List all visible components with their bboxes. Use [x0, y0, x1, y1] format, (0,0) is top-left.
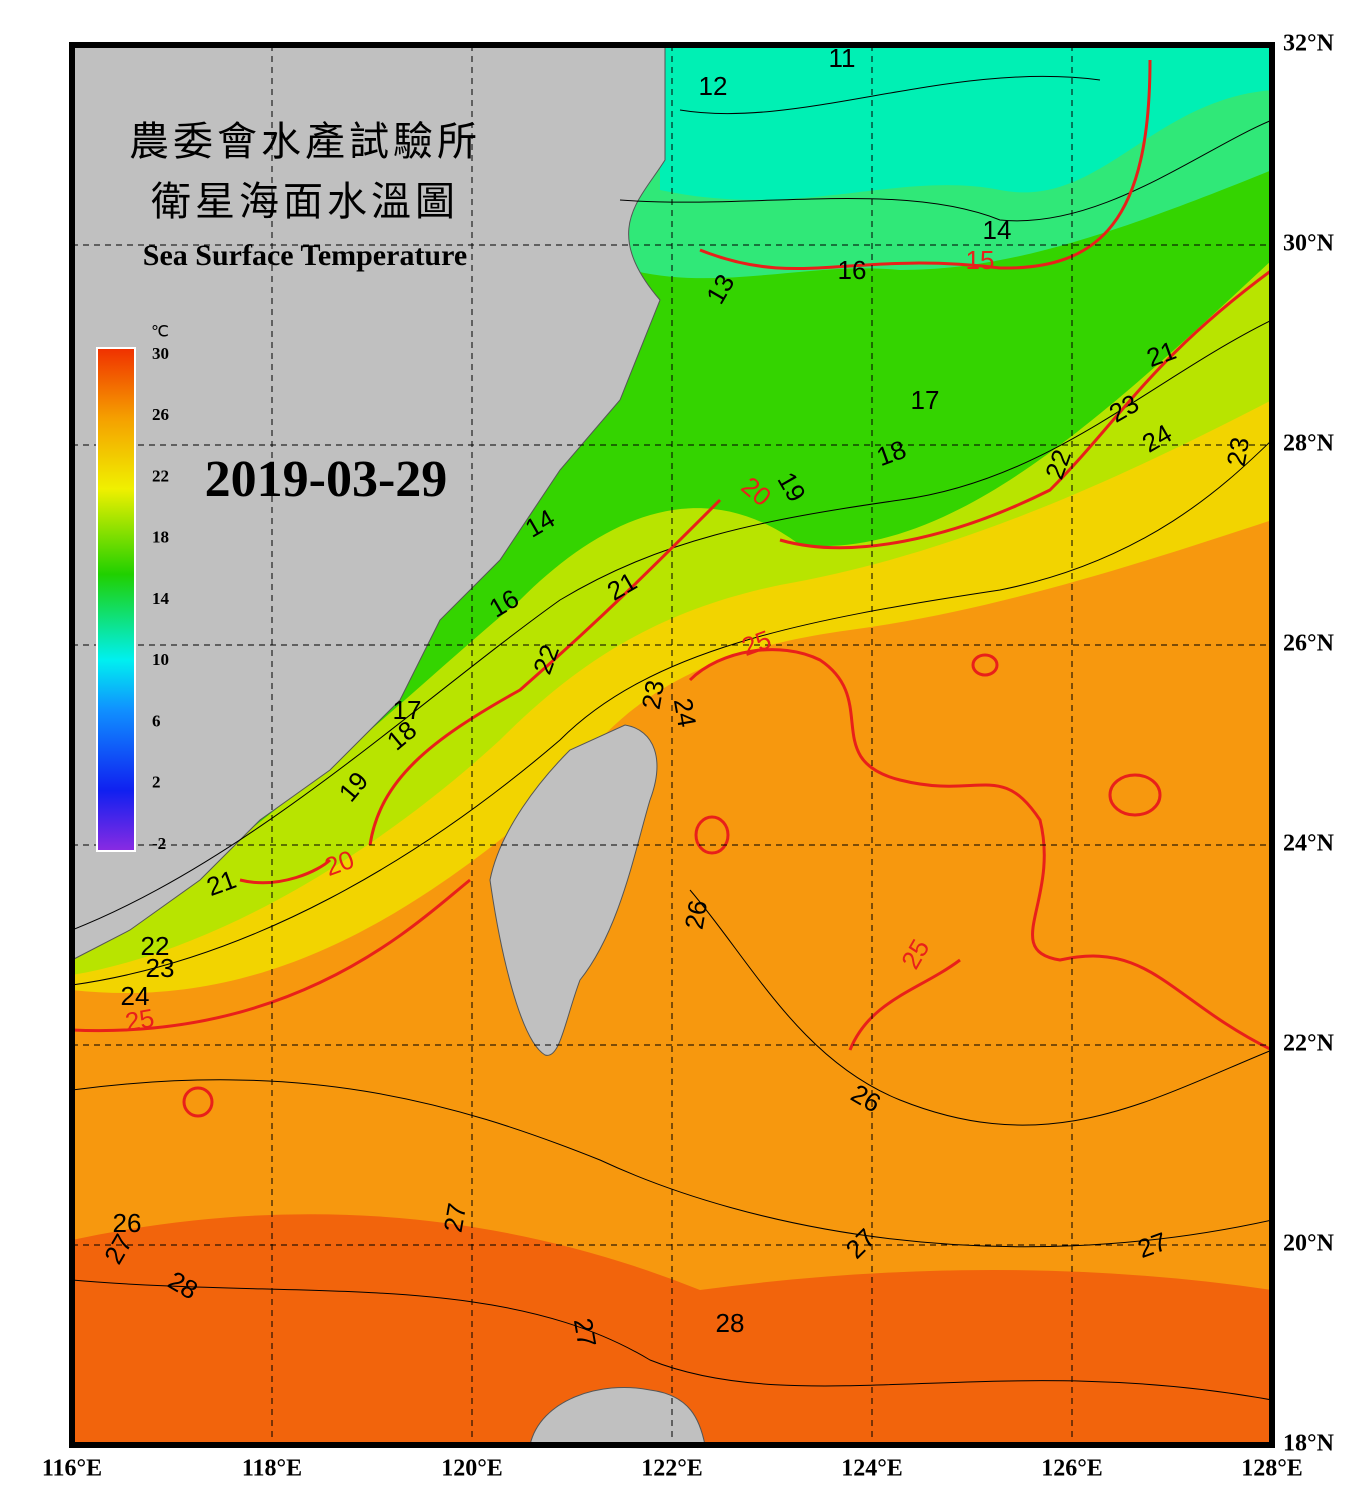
colorbar-tick-label: 6 [152, 711, 161, 730]
contour-label: 22 [141, 931, 170, 961]
contour-label: 16 [838, 255, 867, 285]
lat-label: 22°N [1283, 1031, 1335, 1057]
contour-label: 17 [393, 695, 422, 725]
contour-label: 26 [113, 1208, 142, 1238]
subtitle: Sea Surface Temperature [143, 239, 467, 272]
colorbar-tick-label: 26 [152, 405, 169, 424]
contour-label: 11 [829, 43, 856, 73]
colorbar-tick-label: 30 [152, 344, 169, 363]
lon-label: 116°E [42, 1456, 102, 1482]
lat-label: 24°N [1283, 831, 1335, 857]
lat-label: 30°N [1283, 231, 1335, 257]
colorbar-tick-label: 18 [152, 528, 169, 547]
contour-label: 25 [123, 1003, 157, 1038]
contour-label: 23 [146, 953, 175, 983]
contour-label: 26 [679, 898, 714, 932]
colorbar-tick-label: 14 [152, 589, 170, 608]
lon-label: 122°E [641, 1456, 703, 1482]
lon-label: 126°E [1041, 1456, 1103, 1482]
contour-label: 12 [699, 71, 728, 101]
lat-label: 28°N [1283, 431, 1335, 457]
colorbar-tick-label: 2 [152, 773, 161, 792]
contour-label: 27 [438, 1201, 473, 1235]
lat-label: 18°N [1283, 1431, 1335, 1457]
lon-label: 118°E [242, 1456, 302, 1482]
contour-label: 24 [668, 696, 703, 730]
lat-label: 26°N [1283, 631, 1335, 657]
colorbar-tick-label: -2 [152, 834, 166, 853]
contour-label: 15 [966, 245, 995, 275]
colorbar [96, 347, 136, 852]
contour-label: 23 [636, 678, 671, 712]
lon-label: 124°E [841, 1456, 903, 1482]
title-line: 農委會水產試驗所 [129, 119, 481, 165]
lon-label: 120°E [441, 1456, 503, 1482]
lat-label: 32°N [1283, 31, 1335, 57]
contour-label: 27 [568, 1316, 603, 1350]
graticule [72, 45, 1272, 1445]
date: 2019-03-29 [205, 451, 448, 508]
colorbar-unit: ℃ [151, 324, 169, 341]
lon-label: 128°E [1241, 1456, 1303, 1482]
contour-label: 28 [716, 1308, 745, 1338]
title-line: 衛星海面水溫圖 [151, 179, 459, 225]
lat-label: 20°N [1283, 1231, 1335, 1257]
contour-label: 14 [983, 215, 1012, 245]
colorbar-tick-label: 10 [152, 650, 169, 669]
contour-label: 17 [911, 385, 940, 415]
colorbar-tick-label: 22 [152, 466, 169, 485]
contour-label: 23 [1221, 435, 1256, 469]
contour-label: 24 [121, 981, 150, 1011]
